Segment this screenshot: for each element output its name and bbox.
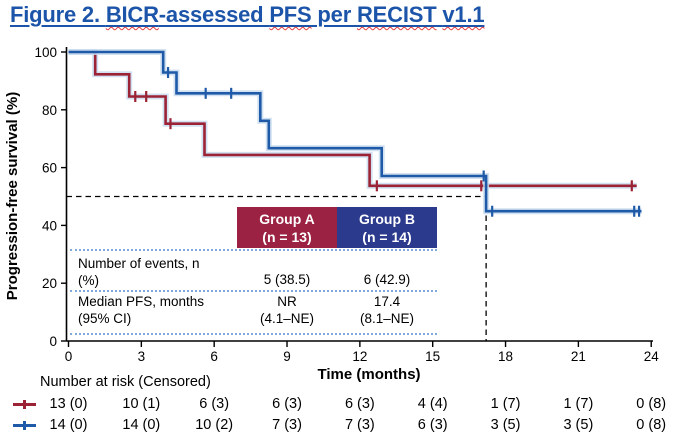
median-b-line2: (8.1–NE) [359, 311, 415, 326]
title-segment: -assessed [158, 2, 270, 27]
x-tick-label: 21 [571, 349, 586, 364]
risk-count: 1 (7) [563, 396, 594, 412]
risk-count: 4 (4) [417, 396, 448, 412]
x-tick-label: 9 [283, 349, 291, 364]
y-tick-label: 80 [42, 103, 57, 118]
risk-count: 10 (1) [122, 396, 161, 412]
risk-count: 0 (8) [636, 417, 667, 433]
dotted-separator [70, 249, 437, 251]
dotted-separator [70, 290, 437, 292]
risk-count: 1 (7) [490, 396, 521, 412]
y-tick-label: 100 [34, 45, 57, 60]
title-segment-misspelled: PFS [269, 2, 312, 27]
title-segment-misspelled: v1.1 [442, 2, 485, 27]
risk-count: 3 (5) [490, 417, 521, 433]
survival-curve-group-a [68, 50, 637, 188]
risk-count: 7 (3) [272, 417, 302, 433]
x-tick-label: 18 [498, 349, 513, 364]
risk-count: 0 (8) [636, 396, 667, 412]
stats-header-group-a: Group A (n = 13) [237, 207, 337, 248]
group-b-name: Group B [359, 210, 415, 227]
risk-count: 6 (3) [344, 396, 375, 412]
axis-ticks: 0 3 6 9 12 15 18 21 24 0 20 40 60 80 100 [34, 45, 659, 364]
x-tick-label: 15 [425, 349, 440, 364]
events-row-label: Number of events, n (%) [78, 255, 200, 289]
median-label-line1: Median PFS, months [78, 294, 205, 309]
number-at-risk-heading: Number at risk (Censored) [40, 374, 211, 390]
y-tick-label: 0 [49, 334, 57, 349]
x-tick-label: 6 [210, 349, 218, 364]
group-b-n: (n = 14) [362, 228, 412, 245]
median-group-a-value: NR (4.1–NE) [260, 293, 314, 327]
censor-tick-icon [23, 400, 26, 409]
risk-count: 6 (3) [272, 396, 302, 412]
censor-marks-group-a [134, 91, 633, 192]
risk-count: 10 (2) [195, 417, 234, 433]
median-label-line2: (95% CI) [78, 311, 132, 326]
risk-count: 3 (5) [563, 417, 594, 433]
x-tick-label: 24 [644, 349, 660, 364]
median-row-label: Median PFS, months (95% CI) [78, 293, 204, 327]
events-group-b-value: 6 (42.9) [363, 272, 411, 287]
median-b-line1: 17.4 [373, 294, 401, 309]
title-segment: Figure 2. [10, 2, 106, 27]
group-a-n: (n = 13) [262, 228, 312, 245]
dotted-separator [70, 333, 437, 335]
group-b-risk-marker [13, 421, 36, 430]
x-tick-label: 12 [352, 349, 367, 364]
x-axis-label: Time (months) [317, 366, 421, 383]
group-a-risk-marker [13, 400, 36, 409]
risk-count: 7 (3) [344, 417, 375, 433]
x-tick-label: 3 [138, 349, 146, 364]
survival-curve-group-b [68, 50, 642, 213]
median-reference-lines [66, 195, 487, 341]
risk-count: 14 (0) [122, 417, 161, 433]
events-label-line1: Number of events, n [78, 256, 200, 271]
risk-count: 6 (3) [417, 417, 448, 433]
median-group-b-value: 17.4 (8.1–NE) [360, 293, 414, 327]
title-segment-misspelled: BICR [105, 2, 159, 27]
y-axis-label: Progression-free survival (%) [4, 92, 21, 300]
title-segment-misspelled: RECIST [356, 2, 437, 27]
group-a-name: Group A [259, 210, 315, 227]
events-group-a-value: 5 (38.5) [263, 272, 311, 287]
title-segment: per [311, 2, 357, 27]
figure-title: Figure 2. BICR-assessed PFS per RECIST v… [10, 2, 485, 28]
median-a-line1: NR [277, 294, 297, 309]
median-a-line2: (4.1–NE) [259, 311, 315, 326]
curve-halo-group-a [68, 49, 637, 189]
risk-count: 6 (3) [199, 396, 230, 412]
censor-marks-group-b [166, 67, 641, 217]
stats-header-group-b: Group B (n = 14) [337, 207, 437, 248]
risk-count: 13 (0) [49, 396, 88, 412]
risk-count: 14 (0) [49, 417, 88, 433]
y-tick-label: 60 [42, 161, 57, 176]
events-label-line2: (%) [78, 273, 99, 288]
censor-tick-icon [23, 421, 26, 430]
y-tick-label: 40 [42, 218, 57, 233]
x-tick-label: 0 [65, 349, 73, 364]
y-tick-label: 20 [42, 276, 57, 291]
